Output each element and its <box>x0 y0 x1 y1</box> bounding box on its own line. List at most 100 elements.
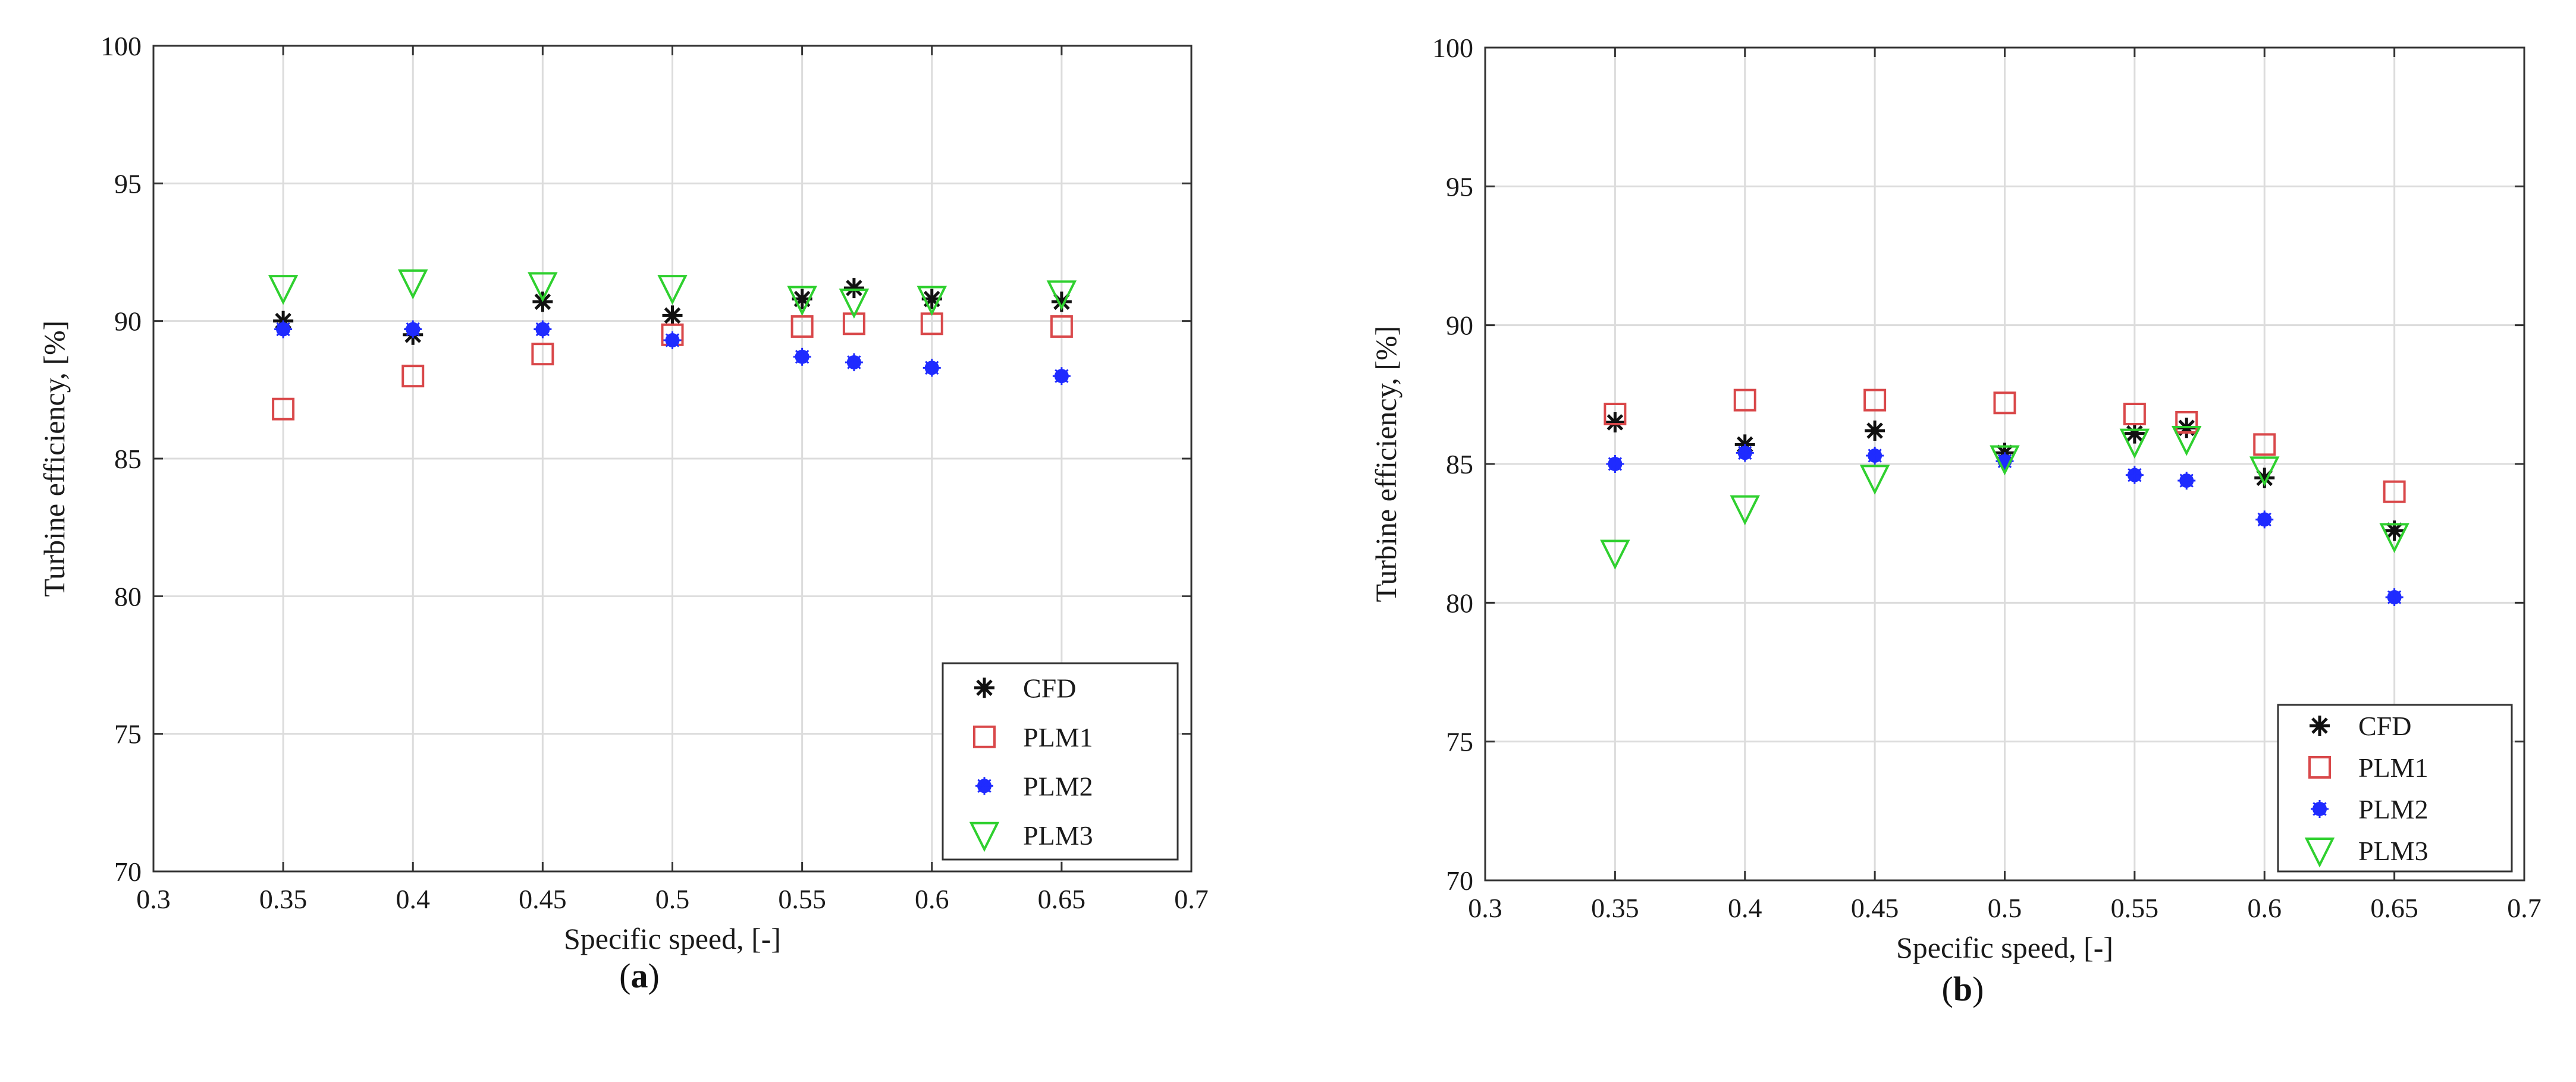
x-tick-label: 0.5 <box>655 884 690 914</box>
point-plm2 <box>1736 444 1754 462</box>
point-plm3 <box>917 286 947 316</box>
y-axis-title: Turbine efficiency, [%] <box>37 321 71 597</box>
y-tick-label: 95 <box>114 168 142 199</box>
point-plm1 <box>1733 388 1756 412</box>
chart-b: 0.3 0.35 0.4 0.45 0.5 0.55 0.6 0.65 0.7 70 75 80 85 9… <box>1369 33 2542 1008</box>
point-plm2 <box>2125 466 2144 484</box>
x-tick-label: 0.45 <box>519 884 567 914</box>
x-axis-title: Specific speed, [-] <box>564 922 781 955</box>
point-plm3 <box>1600 540 1630 570</box>
legend-label-cfd: CFD <box>1023 673 1076 703</box>
x-tick-label: 0.35 <box>1591 893 1639 923</box>
point-plm3 <box>2119 428 2150 459</box>
point-plm2 <box>534 320 552 338</box>
point-plm2 <box>793 347 811 366</box>
point-plm3 <box>528 272 558 302</box>
point-plm1 <box>1863 388 1887 412</box>
point-plm3 <box>268 275 299 305</box>
legend-marker-plm1 <box>973 725 996 748</box>
point-plm2 <box>1052 367 1071 385</box>
point-plm2 <box>2177 472 2196 490</box>
y-tick-label: 75 <box>1446 727 1473 757</box>
y-tick-label: 85 <box>114 444 142 474</box>
point-plm3 <box>657 275 688 305</box>
y-tick-label: 90 <box>114 306 142 337</box>
point-plm3 <box>2249 456 2280 487</box>
ticks <box>152 45 1193 873</box>
x-tick-label: 0.65 <box>2370 893 2418 923</box>
point-cfd <box>662 305 683 326</box>
y-tick-label: 100 <box>101 31 142 61</box>
x-tick-label: 0.4 <box>1728 893 1762 923</box>
legend-label-cfd: CFD <box>2358 711 2411 741</box>
y-tick-label: 75 <box>114 719 142 749</box>
y-tick-label: 85 <box>1446 449 1473 479</box>
legend-label-plm2: PLM2 <box>1023 771 1093 801</box>
x-tick-label: 0.3 <box>1468 893 1502 923</box>
point-cfd <box>1865 421 1885 441</box>
y-tick-label: 70 <box>1446 865 1473 896</box>
point-plm1 <box>531 343 554 366</box>
point-plm1 <box>2123 403 2146 425</box>
point-plm2 <box>845 353 863 372</box>
legend-marker-plm2 <box>975 777 993 795</box>
x-tick-label: 0.3 <box>136 884 171 914</box>
point-plm2 <box>274 320 293 338</box>
point-plm1 <box>2253 433 2276 456</box>
x-tick-label: 0.45 <box>1851 893 1899 923</box>
point-plm2 <box>1866 447 1884 465</box>
point-plm1 <box>2175 411 2198 434</box>
x-tick-label: 0.55 <box>2111 893 2159 923</box>
point-cfd <box>2124 423 2145 444</box>
point-plm1 <box>1604 403 1627 425</box>
point-plm3 <box>787 286 817 316</box>
point-plm3 <box>839 288 870 319</box>
chart-caption: (b) <box>1942 970 1984 1008</box>
x-axis-title: Specific speed, [-] <box>1896 931 2113 964</box>
point-plm2 <box>2385 588 2404 606</box>
data-points <box>268 269 1077 421</box>
legend-label-plm1: PLM1 <box>1023 722 1093 752</box>
y-tick-label: 80 <box>114 581 142 611</box>
point-plm2 <box>923 359 941 377</box>
chart-a: 0.3 0.35 0.4 0.45 0.5 0.55 0.6 0.65 0.7 70 75 80 85 9… <box>37 31 1209 995</box>
y-tick-label: 95 <box>1446 171 1473 202</box>
legend-box <box>942 662 1179 861</box>
chart-caption: (a) <box>619 956 660 995</box>
x-tick-label: 0.55 <box>778 884 826 914</box>
point-cfd <box>1605 412 1626 432</box>
point-plm2 <box>663 331 682 350</box>
point-plm3 <box>398 269 428 300</box>
x-tick-label: 0.5 <box>1988 893 2022 923</box>
legend-label-plm3: PLM3 <box>1023 820 1093 851</box>
point-plm1 <box>272 397 295 421</box>
legend-label-plm3: PLM3 <box>2358 836 2428 866</box>
point-plm3 <box>1990 445 2020 476</box>
point-plm1 <box>401 365 425 388</box>
caption-letter: b <box>1953 970 1972 1008</box>
legend-marker-cfd <box>974 678 994 698</box>
legend-label-plm1: PLM1 <box>2358 752 2428 783</box>
x-tick-label: 0.6 <box>915 884 949 914</box>
y-tick-label: 100 <box>1432 33 1473 63</box>
point-plm3 <box>1046 280 1077 311</box>
x-tick-label: 0.65 <box>1038 884 1086 914</box>
legend-marker-plm1 <box>2308 756 2331 779</box>
point-plm3 <box>1859 465 1890 495</box>
legend-marker-plm3 <box>2304 838 2335 868</box>
legend: CFD PLM1 PLM2 PLM3 <box>942 662 1179 861</box>
point-plm1 <box>1050 315 1073 338</box>
point-plm2 <box>2255 510 2274 529</box>
point-plm1 <box>790 315 814 338</box>
point-plm1 <box>1993 391 2016 415</box>
legend-label-plm2: PLM2 <box>2358 794 2428 824</box>
legend: CFD PLM1 PLM2 PLM3 <box>2277 704 2513 873</box>
point-plm3 <box>2171 426 2202 456</box>
ticks <box>1484 46 2525 882</box>
point-plm3 <box>2379 523 2409 553</box>
x-tick-label: 0.6 <box>2248 893 2282 923</box>
y-tick-label: 80 <box>1446 588 1473 618</box>
legend-box <box>2277 704 2513 873</box>
y-tick-label: 90 <box>1446 311 1473 341</box>
